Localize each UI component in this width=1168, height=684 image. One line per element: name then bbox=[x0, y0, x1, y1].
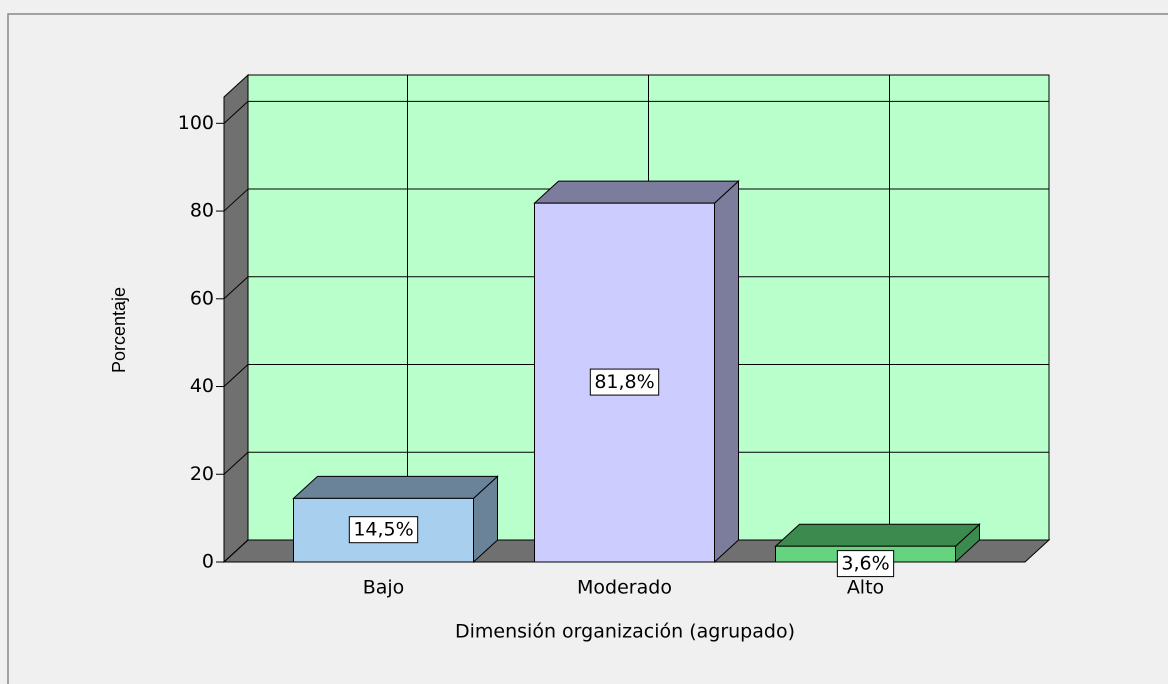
y-tick-label: 60 bbox=[190, 287, 214, 309]
wall-grid-line bbox=[223, 188, 249, 212]
x-tick-label: Alto bbox=[847, 577, 884, 599]
data-label: 3,6% bbox=[841, 553, 889, 575]
left-wall bbox=[223, 73, 249, 564]
y-tick-label: 40 bbox=[190, 375, 214, 397]
bar-top bbox=[774, 523, 981, 547]
data-label-box bbox=[589, 368, 660, 396]
wall-grid-line bbox=[223, 539, 249, 563]
bar bbox=[534, 202, 715, 563]
bar-top bbox=[292, 475, 499, 499]
wall-grid-line bbox=[223, 451, 249, 475]
y-tick-label: 100 bbox=[178, 112, 214, 134]
wall-grid-line bbox=[223, 100, 249, 124]
y-tick-label: 80 bbox=[190, 200, 214, 222]
bar-side bbox=[714, 180, 739, 564]
frame bbox=[7, 13, 1168, 684]
data-label-box bbox=[836, 550, 895, 578]
x-axis-label: Dimensión organización (agrupado) bbox=[455, 621, 795, 643]
data-label: 14,5% bbox=[353, 519, 413, 541]
wall-grid-line bbox=[223, 364, 249, 387]
y-tick-label: 20 bbox=[190, 463, 214, 485]
x-tick-label: Bajo bbox=[363, 577, 405, 599]
x-tick-label: Moderado bbox=[577, 577, 672, 599]
bar-top bbox=[533, 180, 740, 204]
y-axis-label: Porcentaje bbox=[109, 287, 129, 373]
y-tick-label: 0 bbox=[202, 551, 214, 573]
data-label: 81,8% bbox=[594, 371, 654, 393]
data-label-box bbox=[348, 516, 419, 544]
wall-grid-line bbox=[223, 276, 249, 300]
